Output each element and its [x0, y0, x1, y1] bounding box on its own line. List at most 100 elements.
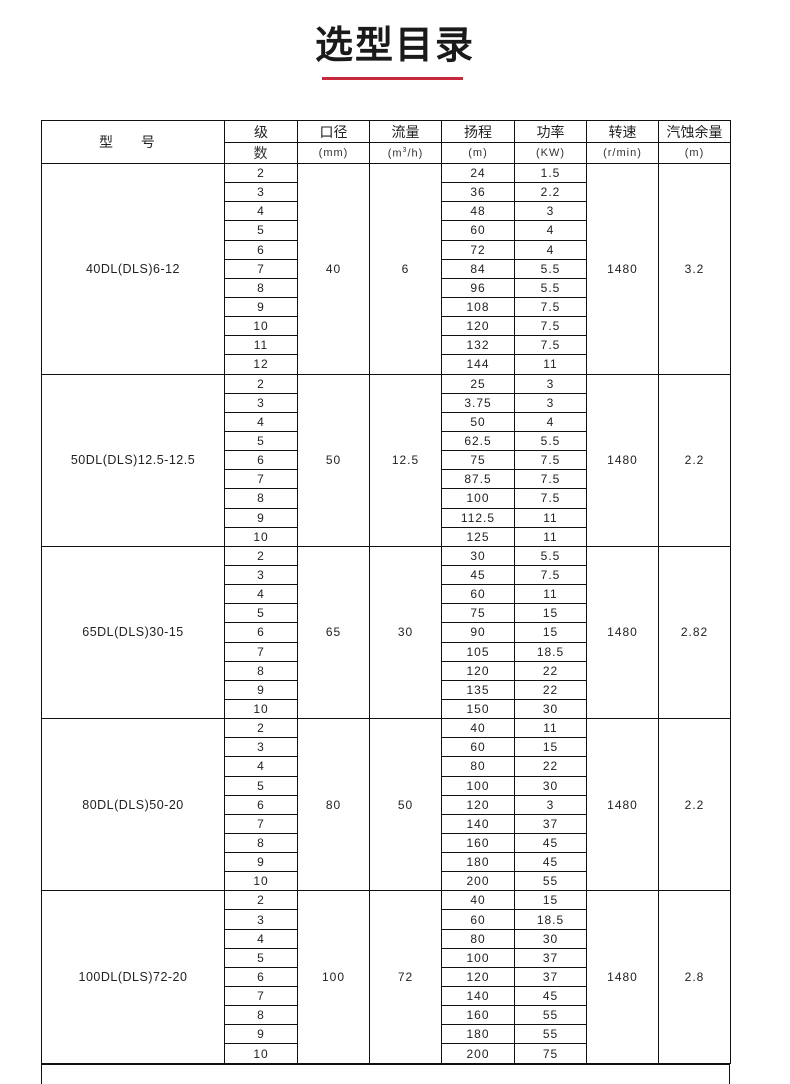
table-row: 8 160 45	[42, 832, 731, 854]
stages-cell: 9	[224, 507, 298, 528]
stages-cell: 2	[224, 373, 298, 394]
model-cell: 80DL(DLS)50-20	[41, 718, 225, 892]
head-cell: 180	[441, 852, 515, 873]
unit-head: (m)	[441, 142, 515, 164]
flow-cell: 72	[369, 890, 442, 1064]
header-row: 型 号 级 口径 流量 扬程 功率 转速 汽蚀余量	[41, 120, 731, 164]
head-cell: 140	[441, 813, 515, 834]
stages-cell: 5	[224, 775, 298, 796]
model-cell: 50DL(DLS)12.5-12.5	[41, 373, 225, 547]
stages-cell: 9	[224, 852, 298, 873]
table-row: 9 112.5 11	[42, 507, 731, 528]
header-stages: 级	[224, 120, 298, 143]
stages-cell: 2	[224, 890, 298, 911]
table-row: 3 45 7.5	[42, 564, 731, 586]
model-cell: 100DL(DLS)72-20	[41, 890, 225, 1064]
head-cell: 120	[441, 966, 515, 988]
table-row: 5 100 30	[42, 775, 731, 796]
power-cell: 4	[514, 411, 587, 432]
table-row: 10 200 75	[42, 1043, 731, 1064]
power-cell: 11	[514, 526, 587, 547]
model-cell: 65DL(DLS)30-15	[41, 545, 225, 720]
table-row: 5 60 4	[42, 220, 731, 241]
power-cell: 7.5	[514, 335, 587, 356]
head-cell: 80	[441, 928, 515, 949]
npsh-cell: 2.8	[658, 890, 731, 1064]
head-cell: 30	[441, 545, 515, 566]
table-row: 12 144 11	[42, 354, 731, 375]
table-row: 4 60 11	[42, 584, 731, 605]
unit-speed: (r/min)	[586, 142, 659, 164]
stages-cell: 6	[224, 450, 298, 471]
table-row: 9 108 7.5	[42, 296, 731, 318]
table-row: 3 60 15	[42, 737, 731, 758]
table-row: 7 140 45	[42, 986, 731, 1007]
flow-cell: 12.5	[369, 373, 442, 547]
head-cell: 75	[441, 603, 515, 624]
stages-cell: 3	[224, 737, 298, 758]
speed-cell: 1480	[586, 890, 659, 1064]
power-cell: 1.5	[514, 162, 587, 184]
speed-cell: 1480	[586, 718, 659, 892]
power-cell: 30	[514, 928, 587, 949]
table-row: 10 150 30	[42, 698, 731, 720]
unit-flow: (m3/h)	[369, 142, 442, 164]
head-cell: 200	[441, 1043, 515, 1064]
header-stages-2: 数	[224, 142, 298, 164]
power-cell: 45	[514, 852, 587, 873]
head-cell: 100	[441, 947, 515, 968]
power-cell: 7.5	[514, 450, 587, 471]
head-cell: 60	[441, 909, 515, 930]
power-cell: 7.5	[514, 316, 587, 337]
table-row: 6 120 37	[42, 966, 731, 988]
power-cell: 5.5	[514, 545, 587, 566]
stages-cell: 3	[224, 392, 298, 413]
power-cell: 11	[514, 718, 587, 739]
power-cell: 75	[514, 1043, 587, 1064]
head-cell: 60	[441, 584, 515, 605]
stages-cell: 11	[224, 335, 298, 356]
power-cell: 7.5	[514, 488, 587, 509]
stages-cell: 10	[224, 698, 298, 720]
power-cell: 15	[514, 603, 587, 624]
header-model: 型 号	[41, 120, 225, 164]
head-cell: 150	[441, 698, 515, 720]
power-cell: 30	[514, 775, 587, 796]
npsh-cell: 3.2	[658, 163, 731, 375]
head-cell: 87.5	[441, 469, 515, 490]
head-cell: 62.5	[441, 430, 515, 452]
stages-cell: 5	[224, 430, 298, 452]
table-row: 8 160 55	[42, 1005, 731, 1026]
stages-cell: 8	[224, 277, 298, 298]
power-cell: 5.5	[514, 258, 587, 279]
head-cell: 60	[441, 737, 515, 758]
head-cell: 120	[441, 316, 515, 337]
diameter-cell: 50	[297, 373, 370, 547]
table-row: 5 75 15	[42, 603, 731, 624]
power-cell: 37	[514, 966, 587, 988]
power-cell: 11	[514, 584, 587, 605]
head-cell: 72	[441, 239, 515, 260]
head-cell: 45	[441, 564, 515, 586]
power-cell: 3	[514, 794, 587, 815]
head-cell: 25	[441, 373, 515, 394]
head-cell: 140	[441, 986, 515, 1007]
selection-table: 型 号 级 口径 流量 扬程 功率 转速 汽蚀余量 数 (mm) (m3/h) …	[41, 120, 731, 1064]
stages-cell: 9	[224, 296, 298, 318]
stages-cell: 4	[224, 201, 298, 222]
stages-cell: 2	[224, 545, 298, 566]
power-cell: 5.5	[514, 277, 587, 298]
head-cell: 105	[441, 641, 515, 662]
header-flow: 流量	[369, 120, 442, 143]
power-cell: 55	[514, 1005, 587, 1026]
stages-cell: 8	[224, 1005, 298, 1026]
stages-cell: 3	[224, 182, 298, 203]
npsh-cell: 2.82	[658, 545, 731, 720]
speed-cell: 1480	[586, 163, 659, 375]
head-cell: 125	[441, 526, 515, 547]
header-units-row: 数 (mm) (m3/h) (m) (KW) (r/min) (m)	[42, 142, 731, 164]
table-row: 7 140 37	[42, 813, 731, 834]
head-cell: 84	[441, 258, 515, 279]
stages-cell: 9	[224, 679, 298, 700]
table-row: 80DL(DLS)50-20 2 80 50 40 11 1480 2.2	[41, 718, 731, 892]
